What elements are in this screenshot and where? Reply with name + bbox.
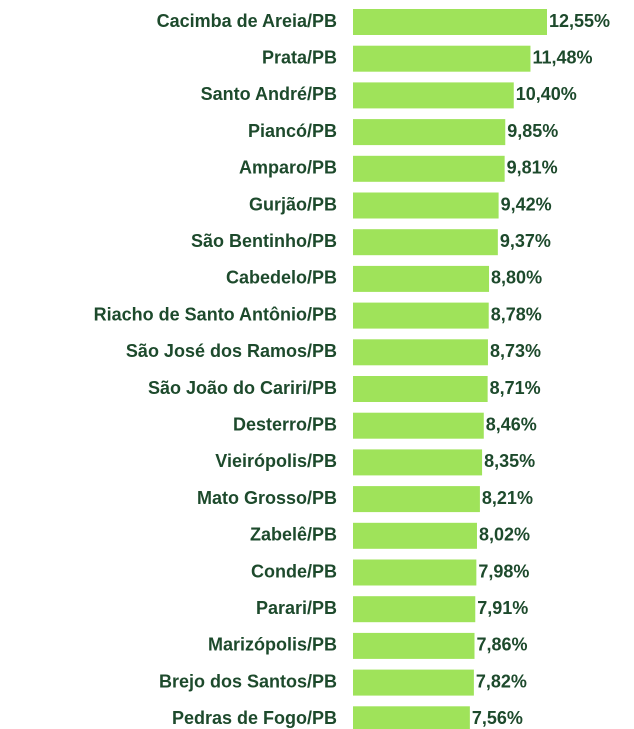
category-label: Amparo/PB xyxy=(239,158,337,178)
category-label: Piancó/PB xyxy=(248,121,337,141)
bar xyxy=(353,669,474,696)
value-label: 8,78% xyxy=(491,304,542,324)
bar xyxy=(353,706,470,729)
value-label: 8,46% xyxy=(486,414,537,434)
bar xyxy=(353,339,488,366)
bar xyxy=(353,302,489,329)
value-label: 7,82% xyxy=(476,671,527,691)
bar xyxy=(353,155,505,182)
bar xyxy=(353,632,475,659)
value-label: 7,98% xyxy=(478,561,529,581)
value-label: 12,55% xyxy=(549,11,610,31)
value-label: 8,73% xyxy=(490,341,541,361)
bar xyxy=(353,596,476,623)
category-label: São Bentinho/PB xyxy=(191,231,337,251)
bar xyxy=(353,119,506,146)
bar xyxy=(353,192,499,219)
bar xyxy=(353,559,477,586)
category-label: Vieirópolis/PB xyxy=(215,451,337,471)
category-label: Santo André/PB xyxy=(201,84,337,104)
category-label: Marizópolis/PB xyxy=(208,635,337,655)
category-label: Zabelê/PB xyxy=(250,525,337,545)
bar xyxy=(353,449,483,476)
category-label: São João do Cariri/PB xyxy=(148,378,337,398)
bar xyxy=(353,229,498,256)
value-label: 8,35% xyxy=(484,451,535,471)
category-label: Desterro/PB xyxy=(233,414,337,434)
category-label: Cabedelo/PB xyxy=(226,268,337,288)
bar xyxy=(353,486,480,513)
bar xyxy=(353,265,490,292)
bar xyxy=(353,376,488,402)
bar xyxy=(353,82,514,109)
value-label: 9,37% xyxy=(500,231,551,251)
value-label: 7,91% xyxy=(477,598,528,618)
category-label: Conde/PB xyxy=(251,561,337,581)
category-label: Prata/PB xyxy=(262,47,337,67)
value-label: 10,40% xyxy=(516,84,577,104)
category-label: Brejo dos Santos/PB xyxy=(159,671,337,691)
category-label: Pedras de Fogo/PB xyxy=(172,708,337,728)
value-label: 11,48% xyxy=(532,47,592,67)
value-label: 8,71% xyxy=(490,378,541,398)
bar xyxy=(353,9,547,35)
bar xyxy=(353,412,484,439)
category-label: Riacho de Santo Antônio/PB xyxy=(94,304,337,324)
value-label: 8,80% xyxy=(491,268,542,288)
value-label: 9,42% xyxy=(501,194,552,214)
category-label: Cacimba de Areia/PB xyxy=(157,11,337,31)
category-label: Mato Grosso/PB xyxy=(197,488,337,508)
value-label: 9,81% xyxy=(507,158,558,178)
category-label: Gurjão/PB xyxy=(249,194,337,214)
value-label: 9,85% xyxy=(507,121,558,141)
bar xyxy=(353,45,531,72)
bar xyxy=(353,522,477,549)
category-label: São José dos Ramos/PB xyxy=(126,341,337,361)
value-label: 8,02% xyxy=(479,525,530,545)
value-label: 7,86% xyxy=(477,635,528,655)
category-label: Parari/PB xyxy=(256,598,337,618)
value-label: 7,56% xyxy=(472,708,523,728)
value-label: 8,21% xyxy=(482,488,533,508)
